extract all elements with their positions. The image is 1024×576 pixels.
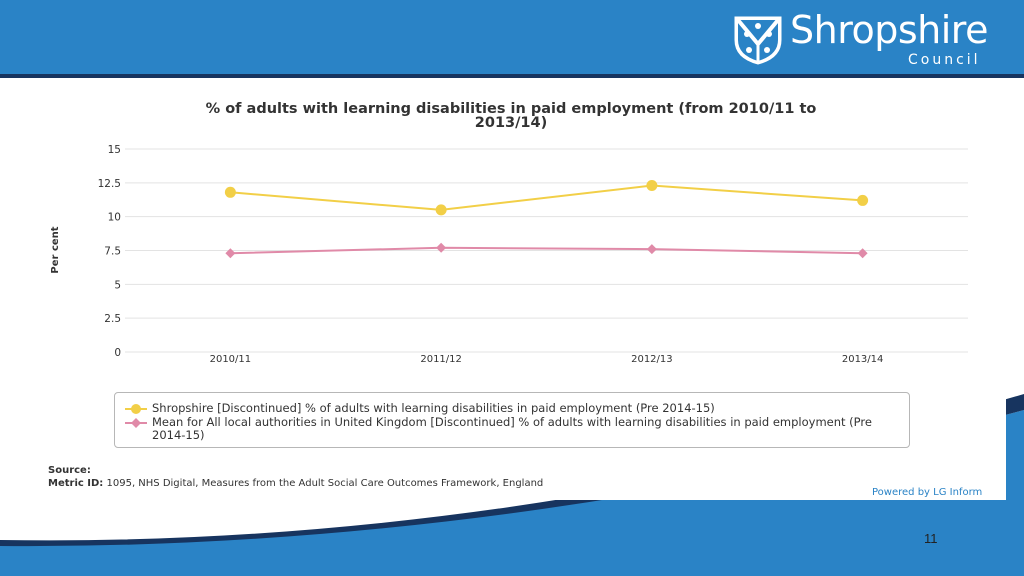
header-band bbox=[0, 0, 1024, 78]
x-tick-label: 2013/14 bbox=[842, 354, 884, 365]
data-point[interactable] bbox=[436, 242, 447, 253]
shield-crest-icon bbox=[734, 16, 782, 65]
chart-legend: Shropshire [Discontinued] % of adults wi… bbox=[114, 392, 910, 448]
y-axis-label: Per cent bbox=[50, 226, 61, 273]
council-logo: Shropshire Council bbox=[732, 8, 1007, 70]
footer-swoosh bbox=[0, 394, 1024, 576]
y-tick-label: 2.5 bbox=[104, 313, 121, 325]
metric-id-label: Metric ID: bbox=[48, 478, 104, 489]
chart-title-line-1: % of adults with learning disabilities i… bbox=[206, 101, 817, 117]
legend-diamond-marker-icon bbox=[125, 418, 147, 428]
powered-by-link[interactable]: Powered by LG Inform bbox=[872, 487, 983, 498]
source-label: Source: bbox=[48, 465, 91, 476]
y-tick-label: 7.5 bbox=[104, 246, 121, 258]
y-tick-label: 15 bbox=[108, 144, 121, 156]
legend-label-uk-mean: Mean for All local authorities in United… bbox=[152, 415, 872, 442]
data-point[interactable] bbox=[646, 244, 657, 255]
x-tick-label: 2012/13 bbox=[631, 354, 673, 365]
legend-circle-marker-icon bbox=[125, 404, 147, 414]
line-chart: % of adults with learning disabilities i… bbox=[50, 101, 968, 365]
series-line-1 bbox=[230, 246, 863, 255]
logo-wordmark: Shropshire bbox=[790, 8, 988, 52]
y-tick-label: 12.5 bbox=[98, 178, 121, 190]
slide-number: 11 bbox=[924, 531, 938, 546]
source-note: Source: Metric ID: 1095, NHS Digital, Me… bbox=[48, 464, 543, 490]
y-tick-label: 0 bbox=[114, 347, 121, 359]
x-tick-label: 2011/12 bbox=[420, 354, 462, 365]
header-divider bbox=[0, 74, 1024, 78]
series-line-0 bbox=[230, 184, 863, 211]
data-point[interactable] bbox=[435, 204, 447, 216]
data-point[interactable] bbox=[646, 180, 658, 192]
data-point[interactable] bbox=[224, 186, 236, 198]
y-tick-label: 10 bbox=[108, 212, 121, 224]
data-point[interactable] bbox=[857, 194, 869, 206]
chart-title-line-2: 2013/14) bbox=[475, 115, 547, 131]
logo-subtitle: Council bbox=[908, 52, 981, 68]
data-point[interactable] bbox=[225, 248, 236, 259]
legend-label-shropshire: Shropshire [Discontinued] % of adults wi… bbox=[152, 401, 715, 415]
metric-id-text: 1095, NHS Digital, Measures from the Adu… bbox=[106, 478, 544, 489]
y-tick-label: 5 bbox=[114, 279, 121, 291]
x-tick-label: 2010/11 bbox=[210, 354, 252, 365]
data-point[interactable] bbox=[857, 248, 868, 259]
